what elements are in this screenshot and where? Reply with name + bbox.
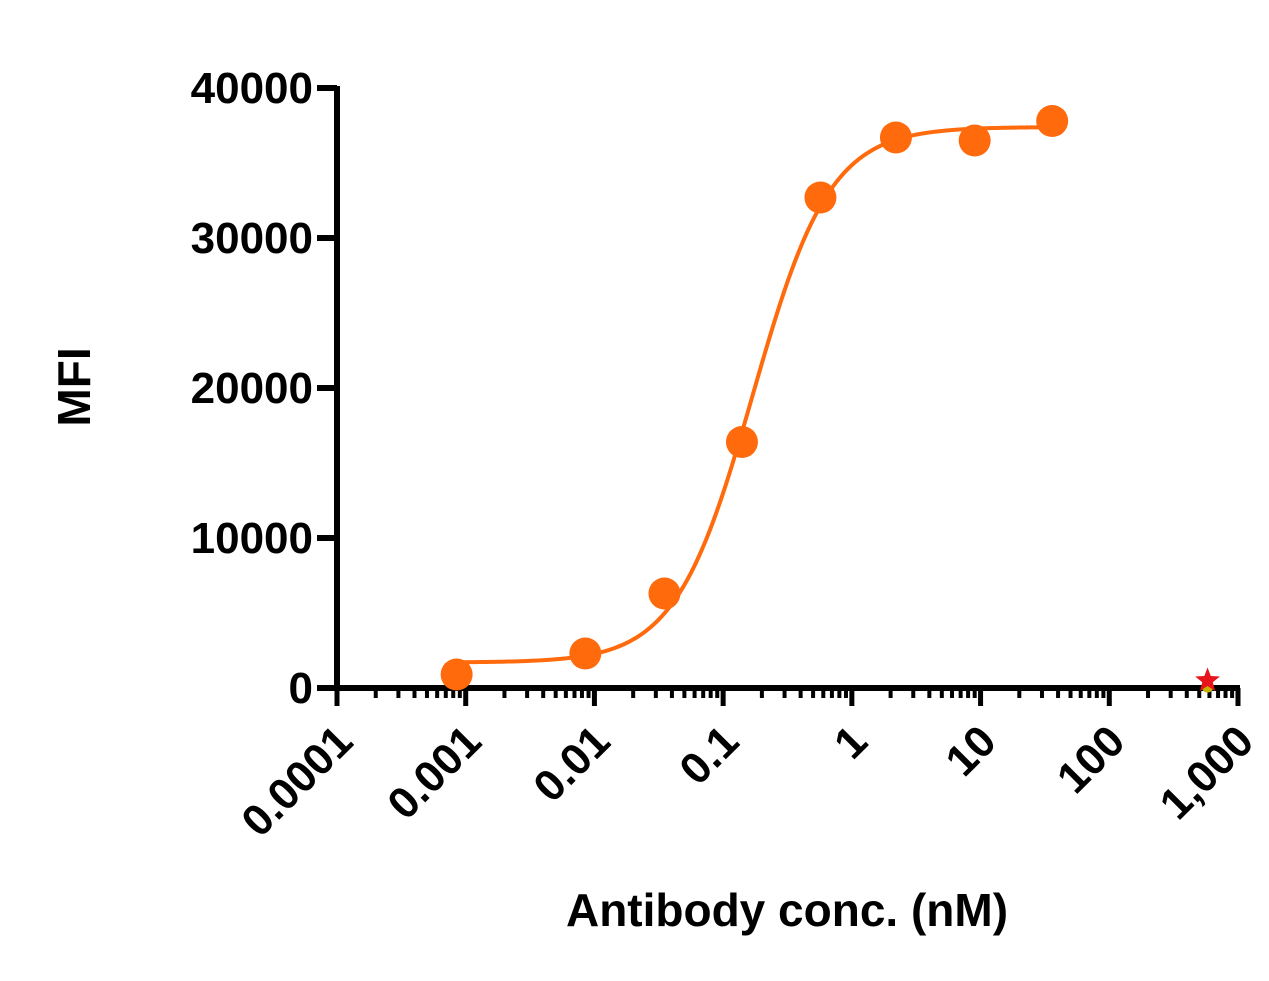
y-tick-label: 0 <box>289 664 313 713</box>
x-axis-title: Antibody conc. (nM) <box>566 884 1008 936</box>
axes <box>334 86 1240 691</box>
data-point <box>1036 105 1069 137</box>
annotation-marker <box>1195 667 1220 693</box>
x-tick-label: 1,000 <box>1151 716 1264 829</box>
data-point <box>725 426 758 458</box>
data-point <box>958 124 991 157</box>
x-tick-label: 1 <box>825 716 877 768</box>
y-tick-label: 40000 <box>191 64 313 113</box>
x-tick-label: 0.01 <box>524 716 619 811</box>
x-tick-label: 0.001 <box>378 716 491 829</box>
data-point <box>879 121 912 154</box>
x-tick-label: 0.0001 <box>232 716 362 846</box>
y-tick-label: 30000 <box>191 214 313 263</box>
y-axis-title: MFI <box>48 347 100 426</box>
ticks <box>317 85 1241 706</box>
y-tick-label: 10000 <box>191 514 313 563</box>
tick-labels: 0 10000 20000 30000 40000 0.0001 0.001 0.01 0.1 1… <box>191 64 1263 846</box>
y-tick-label: 20000 <box>191 364 313 413</box>
star-icon <box>1195 667 1220 692</box>
x-tick-label: 10 <box>936 716 1005 785</box>
data-point <box>440 658 473 691</box>
fit-curve <box>456 125 1053 665</box>
data-points <box>440 105 1069 691</box>
x-tick-label: 100 <box>1048 716 1135 803</box>
data-point <box>569 637 602 670</box>
data-point <box>648 577 681 610</box>
data-point <box>804 181 837 214</box>
x-tick-label: 0.1 <box>670 716 748 794</box>
